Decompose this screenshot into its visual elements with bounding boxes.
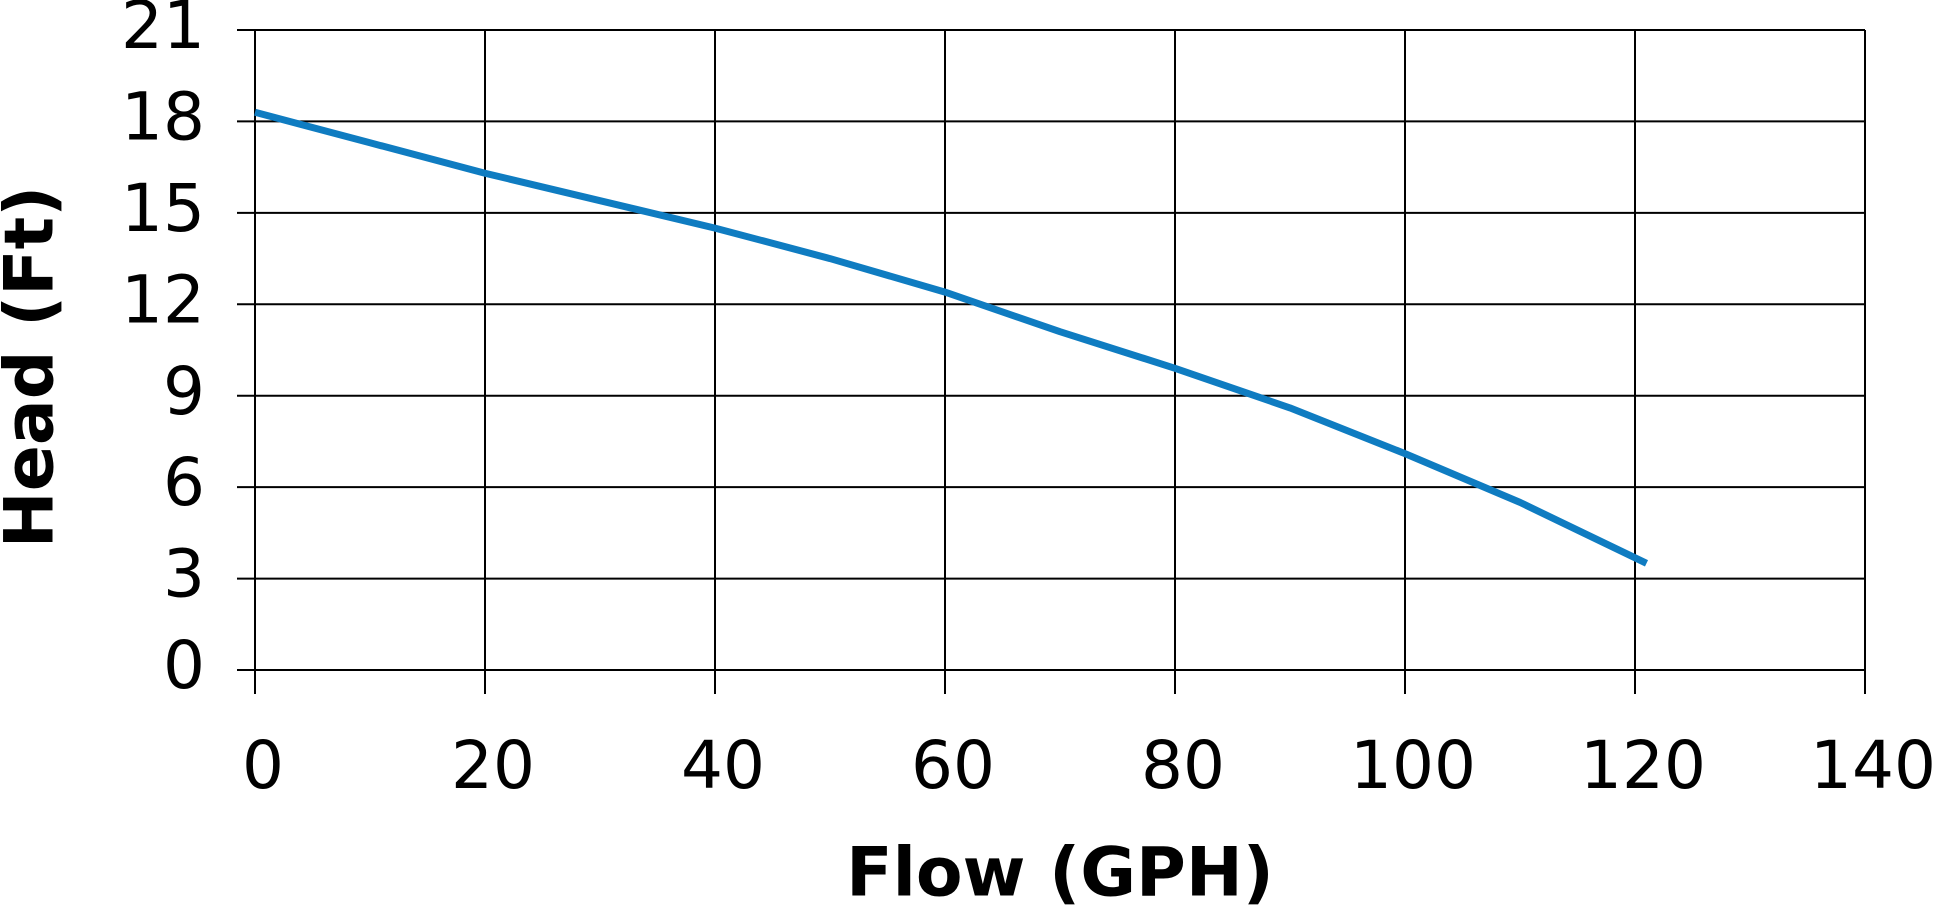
x-tick-label: 0 — [242, 727, 284, 804]
x-tick-label: 120 — [1580, 727, 1706, 804]
y-tick-label: 15 — [121, 170, 205, 247]
x-tick-label: 80 — [1141, 727, 1225, 804]
y-tick-label: 0 — [163, 627, 205, 704]
x-tick-label: 40 — [681, 727, 765, 804]
y-tick-label: 6 — [163, 444, 205, 521]
y-tick-label: 18 — [121, 78, 205, 155]
y-tick-label: 3 — [163, 536, 205, 613]
x-tick-label: 20 — [451, 727, 535, 804]
x-axis-title: Flow (GPH) — [846, 834, 1274, 913]
y-tick-label: 12 — [121, 261, 205, 338]
y-axis-title: Head (Ft) — [0, 186, 70, 548]
x-tick-label: 100 — [1350, 727, 1476, 804]
line — [254, 108, 1649, 567]
y-tick-label: 21 — [121, 0, 205, 64]
x-tick-label: 60 — [911, 727, 995, 804]
y-tick-label: 9 — [163, 353, 205, 430]
x-tick-label: 140 — [1810, 727, 1936, 804]
